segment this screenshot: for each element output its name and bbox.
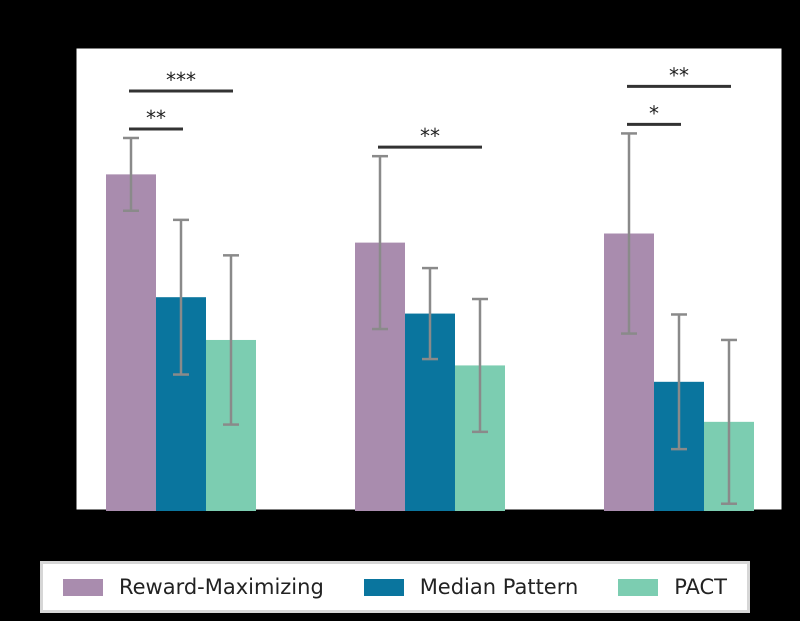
error-bars <box>123 132 737 505</box>
significance-label: * <box>649 101 659 125</box>
legend-item-median-pattern: Median Pattern <box>363 575 579 599</box>
legend-label: PACT <box>674 575 728 599</box>
legend-label: Median Pattern <box>419 575 579 599</box>
legend-swatch <box>618 578 659 596</box>
significance-label: *** <box>166 68 196 92</box>
legend-item-reward-maximizing: Reward-Maximizing <box>62 575 324 599</box>
y-axis-ticks <box>67 55 75 512</box>
significance-brackets: ** ******** <box>129 63 731 149</box>
legend-item-pact: PACT <box>618 575 727 599</box>
legend-label: Reward-Maximizing <box>118 575 324 599</box>
significance-label: ** <box>420 124 440 148</box>
legend-swatch <box>363 578 404 596</box>
significance-label: ** <box>146 106 166 130</box>
bar <box>106 174 156 511</box>
legend-swatch <box>62 578 103 596</box>
legend: Reward-Maximizing Median Pattern PACT <box>40 561 750 613</box>
significance-label: ** <box>669 63 689 87</box>
